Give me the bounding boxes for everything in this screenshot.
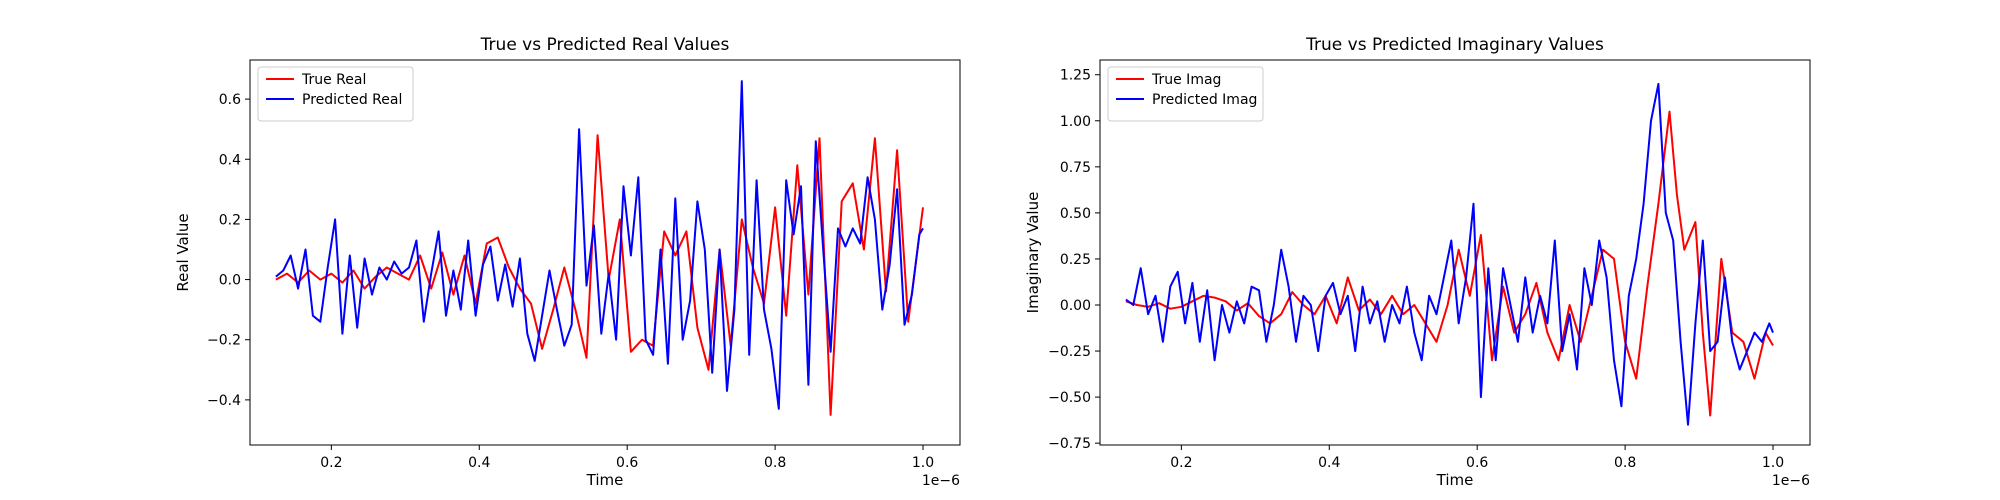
- chart-2-y-tick-label: 0.25: [1060, 252, 1091, 268]
- chart-1-y-tick-label: 0.0: [219, 273, 241, 289]
- chart-1-x-tick-label: 0.6: [616, 455, 638, 471]
- legend-label-predicted-imag: Predicted Imag: [1152, 92, 1257, 108]
- chart-1-x-tick-label: 0.2: [320, 455, 342, 471]
- chart-1-title: True vs Predicted Real Values: [480, 35, 730, 55]
- chart-2-x-tick-label: 1.0: [1762, 455, 1784, 471]
- chart-2-x-axis-label: Time: [1436, 471, 1474, 489]
- real-values-chart: True vs Predicted Real Values 0.2 0.4 0.6 0.…: [174, 35, 961, 489]
- chart-2-legend: True Imag Predicted Imag: [1107, 66, 1264, 122]
- legend-label-predicted-real: Predicted Real: [302, 92, 402, 108]
- legend-label-true-real: True Real: [301, 72, 366, 88]
- chart-1-x-tick-label: 0.4: [468, 455, 490, 471]
- chart-2-y-tick-label: 1.00: [1060, 114, 1091, 130]
- chart-2-y-tick-label: −0.25: [1048, 344, 1091, 360]
- imaginary-values-chart: True vs Predicted Imaginary Values 0.2 0.4…: [1024, 35, 1811, 489]
- chart-2-x-offset-label: 1e−6: [1772, 473, 1810, 489]
- chart-2-x-tick-label: 0.6: [1466, 455, 1488, 471]
- chart-2-y-tick-label: −0.50: [1048, 390, 1091, 406]
- chart-1-y-axis-label: Real Value: [174, 213, 192, 291]
- series-line-predicted-imag: [1125, 82, 1774, 426]
- chart-2-title: True vs Predicted Imaginary Values: [1305, 35, 1604, 55]
- chart-2-y-tick-label: 0.50: [1060, 206, 1091, 222]
- chart-1-y-tick-label: 0.2: [219, 212, 241, 228]
- chart-2-y-tick-label: 1.25: [1060, 68, 1091, 84]
- chart-2-x-tick-label: 0.4: [1318, 455, 1340, 471]
- chart-1-x-axis-label: Time: [586, 471, 624, 489]
- chart-2-legend-box: [1107, 66, 1264, 122]
- chart-1-legend-box: [257, 66, 414, 122]
- chart-1-y-tick-label: −0.4: [207, 393, 241, 409]
- chart-1-y-tick-label: 0.4: [219, 152, 241, 168]
- chart-2-y-tick-label: 0.00: [1060, 298, 1091, 314]
- legend-label-true-imag: True Imag: [1151, 72, 1221, 88]
- chart-1-x-tick-label: 0.8: [764, 455, 786, 471]
- chart-2-y-tick-label: 0.75: [1060, 160, 1091, 176]
- chart-1-y-tick-label: 0.6: [219, 92, 241, 108]
- series-line-true-imag: [1125, 110, 1774, 417]
- chart-2-axes-frame: [1099, 59, 1811, 446]
- series-line-predicted-real: [275, 80, 924, 410]
- chart-2-y-axis-label: Imaginary Value: [1024, 192, 1042, 314]
- chart-1-x-offset-label: 1e−6: [922, 473, 960, 489]
- chart-1-axes-frame: [249, 59, 961, 446]
- chart-2-y-tick-label: −0.75: [1048, 436, 1091, 452]
- chart-1-legend: True Real Predicted Real: [257, 66, 414, 122]
- chart-2-x-tick-label: 0.2: [1170, 455, 1192, 471]
- chart-2-x-tick-label: 0.8: [1614, 455, 1636, 471]
- chart-1-y-tick-label: −0.2: [207, 333, 241, 349]
- chart-1-x-tick-label: 1.0: [912, 455, 934, 471]
